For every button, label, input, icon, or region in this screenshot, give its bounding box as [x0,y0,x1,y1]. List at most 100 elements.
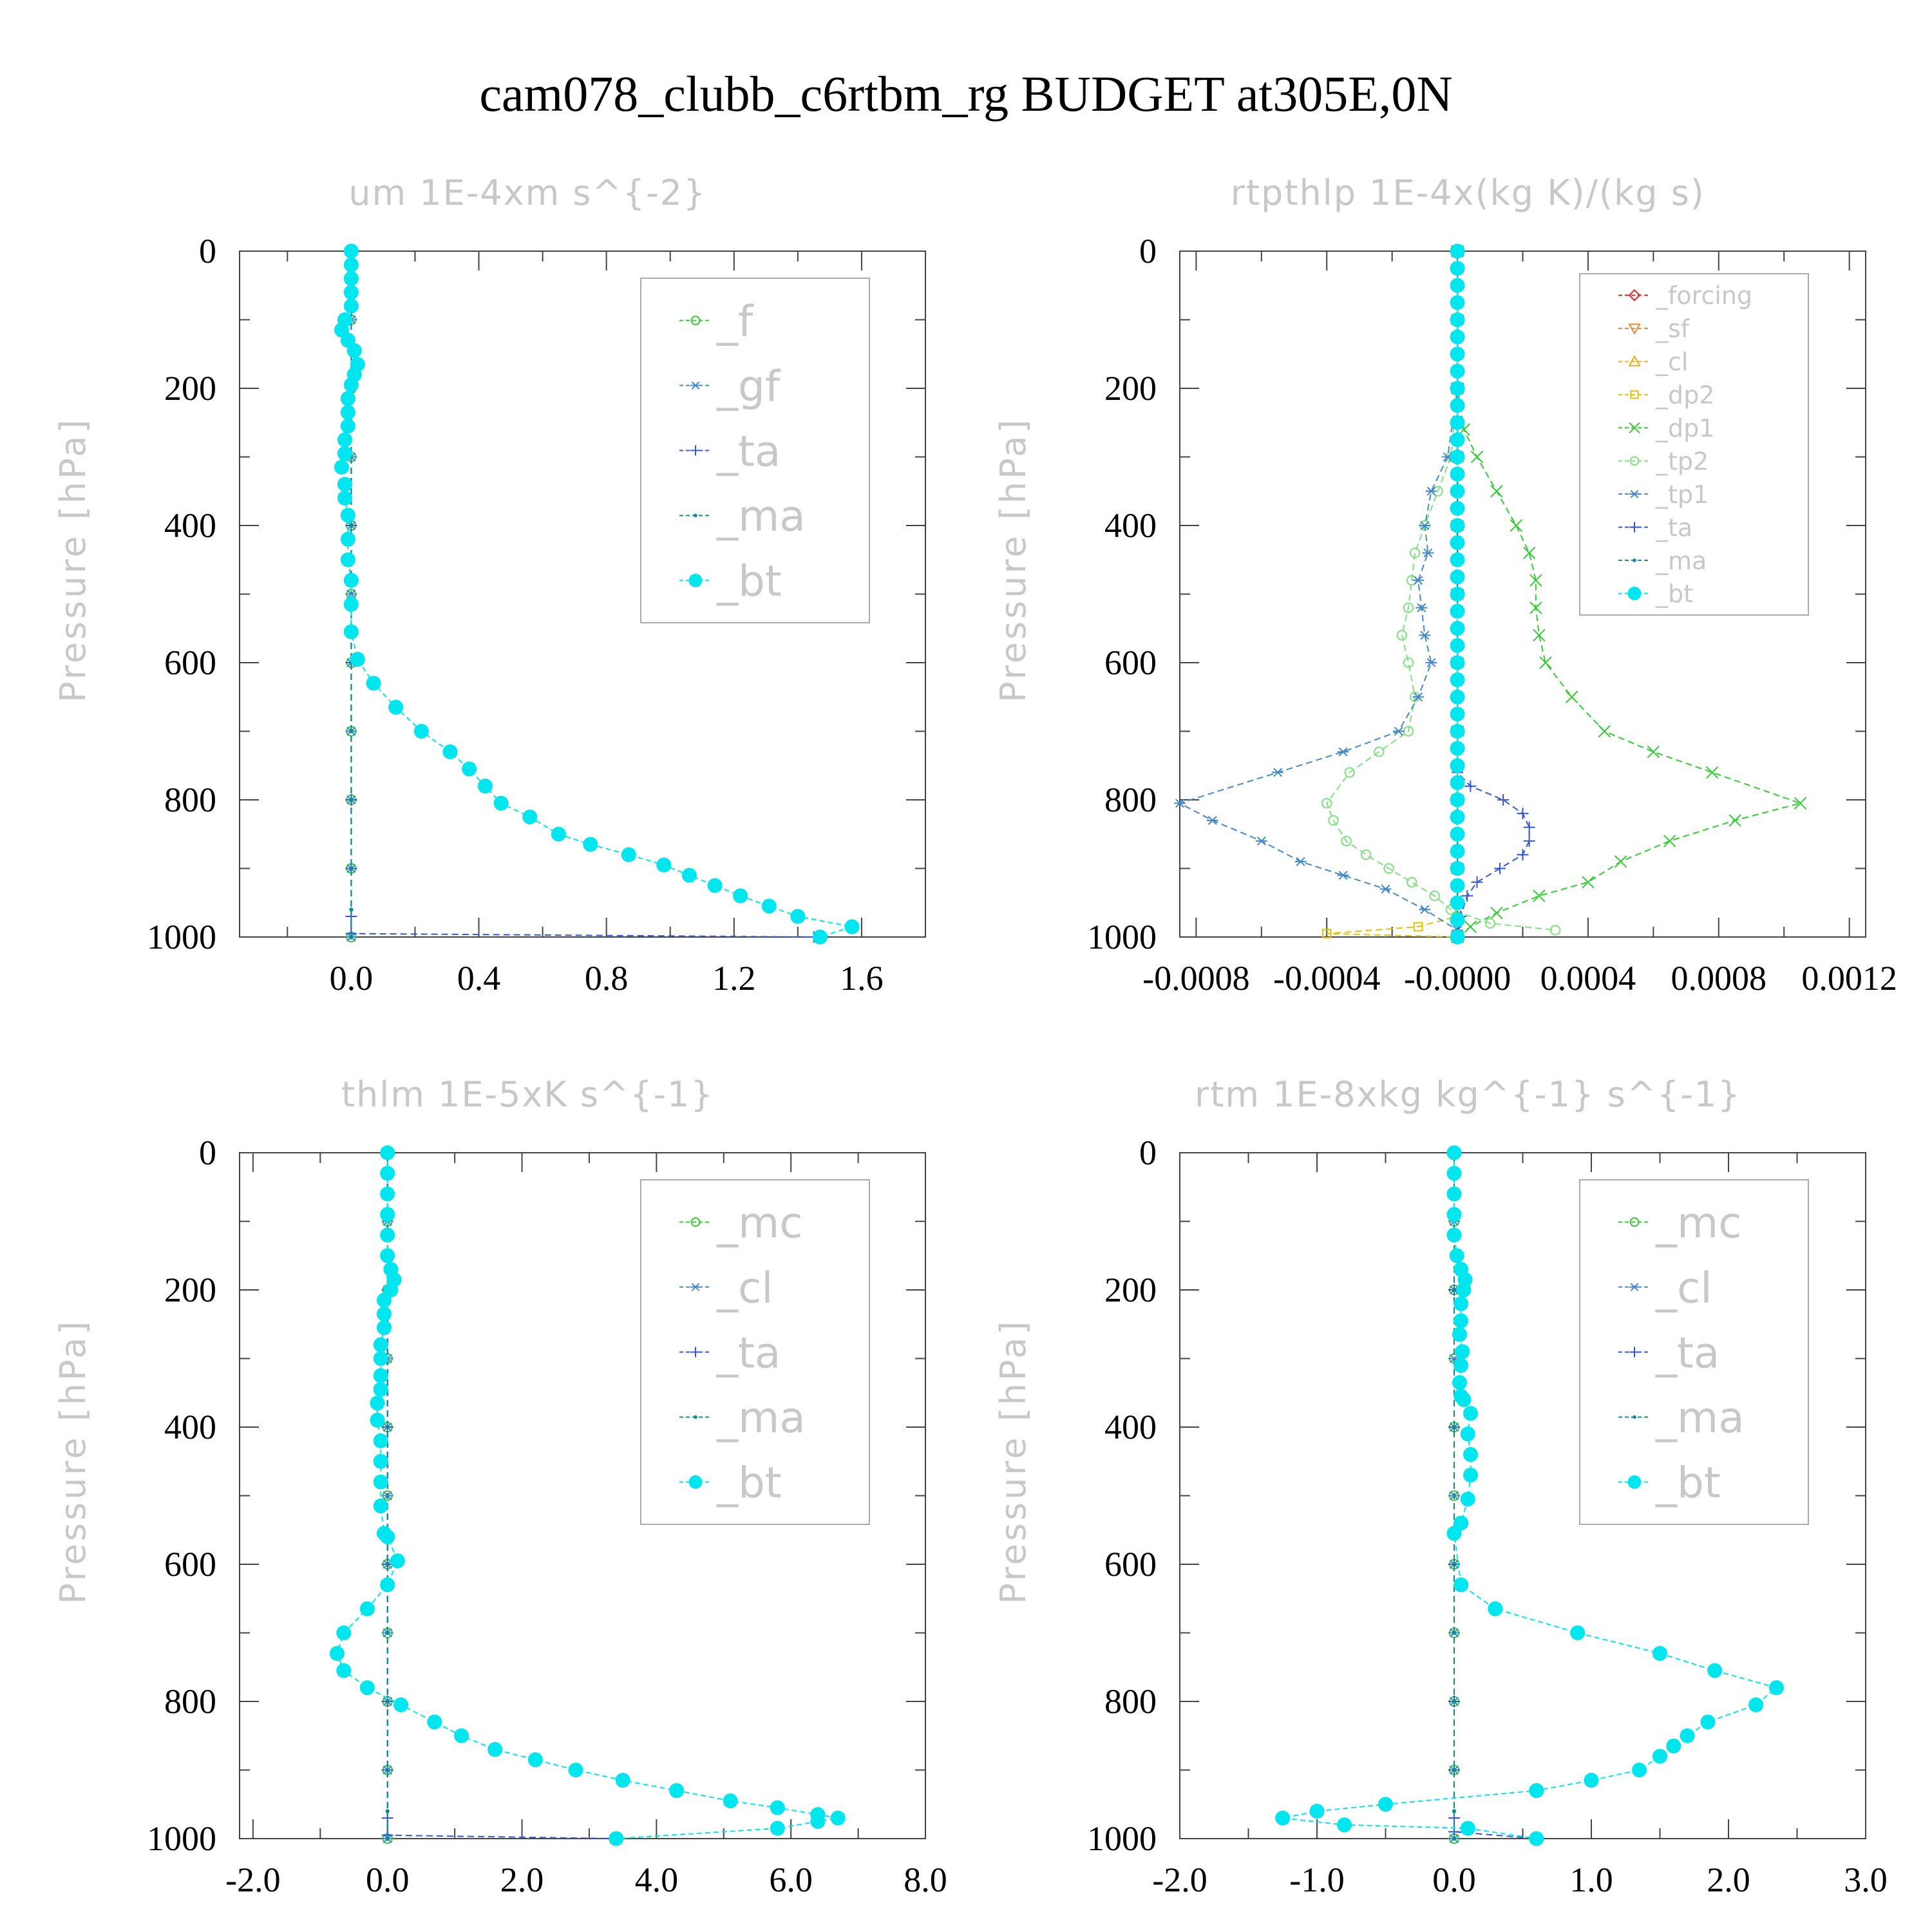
data-point [1450,895,1465,911]
data-point [1450,586,1465,602]
data-point [1337,747,1349,757]
legend-label: _mc [716,1198,803,1247]
data-point [1321,798,1332,809]
data-point [462,761,477,777]
x-tick-label: 0.4 [457,959,501,998]
legend-label: _cl [716,1263,773,1312]
data-point [1666,1738,1681,1754]
data-point [1794,797,1807,810]
legend-label: _gf [716,361,781,411]
legend-entry: _dp2 [1618,381,1714,409]
data-point [343,243,359,259]
data-point [1539,656,1552,669]
y-axis-label: Pressure [hPa] [993,417,1034,703]
data-point [790,909,806,924]
data-point [1632,1762,1647,1778]
y-tick-label: 600 [164,643,216,682]
series-bt [329,1145,846,1846]
legend-box [640,278,870,623]
data-point [1450,860,1465,876]
data-point [1446,1227,1462,1243]
data-point [359,1601,375,1616]
legend-entry: _bt [679,1458,782,1508]
data-point [1570,1625,1586,1641]
data-point [1450,398,1465,413]
data-point [1663,835,1676,848]
legend-marker [1629,522,1640,533]
data-point [1450,278,1465,293]
data-point [1272,768,1284,777]
data-point [1419,905,1431,914]
legend-marker [1628,323,1641,335]
legend-label: _ma [716,491,806,541]
y-axis-label: Pressure [hPa] [53,417,93,703]
data-point [1294,857,1307,866]
data-point [1392,726,1405,736]
data-point [373,1454,388,1469]
data-point [1728,814,1741,827]
data-point [1614,855,1627,868]
data-point [376,1306,392,1321]
data-point [336,1663,352,1678]
data-point [340,391,355,406]
data-point [340,419,355,434]
legend: _mc _cl _ta _ma _bt [640,1179,870,1525]
data-point [669,1783,685,1798]
legend-entry: _ma [1618,547,1707,575]
y-tick-label: 800 [1104,781,1157,819]
legend-marker [688,1475,703,1489]
data-point [336,1625,352,1641]
panel-title: rtm 1E-8xkg kg^{-1} s^{-1} [1195,1074,1741,1115]
x-tick-label: 8.0 [904,1861,947,1899]
legend-entry: _mc [1618,1198,1742,1247]
data-point [1422,548,1434,558]
legend-marker [1629,1283,1640,1291]
data-point [1533,629,1546,642]
data-point [1565,690,1578,703]
legend-label: _ta [716,1328,781,1378]
data-point [1452,1631,1457,1635]
legend-box [1579,273,1809,616]
panel-title: rtpthlp 1E-4x(kg K)/(kg s) [1231,173,1705,213]
data-point [337,490,353,506]
y-tick-label: 400 [164,506,216,545]
data-point [1450,672,1465,688]
data-point [1522,546,1536,560]
panel-title: thlm 1E-5xK s^{-1} [341,1074,714,1115]
data-point [1452,1699,1457,1704]
legend-label: _ma [716,1393,806,1443]
data-point [337,446,353,461]
legend-entry: _gf [679,361,781,411]
legend-marker [1629,456,1640,466]
legend-label: _bt [1655,580,1693,608]
data-point [1337,871,1349,880]
legend-marker [690,1217,701,1227]
legend-entry: _bt [679,556,782,606]
data-point [1470,450,1484,464]
data-point [373,1350,388,1367]
y-tick-label: 0 [199,232,216,270]
x-tick-label: 0.0012 [1801,959,1897,998]
data-point [707,878,723,893]
y-tick-label: 0 [1139,1133,1157,1172]
data-point [1454,1577,1469,1593]
data-point [1494,862,1506,875]
data-point [393,1697,409,1712]
x-tick-label: 6.0 [769,1861,813,1899]
data-point [1450,810,1465,825]
data-point [1652,1645,1668,1661]
data-point [373,1498,388,1514]
data-point [568,1762,583,1778]
data-point [1412,576,1425,585]
data-point [340,552,355,567]
data-point [1416,603,1428,612]
data-point [1446,1526,1462,1541]
data-point [1341,835,1352,847]
data-point [1446,1145,1462,1160]
data-point [337,477,353,492]
data-point [723,1793,738,1808]
legend-entry: _tp2 [1618,447,1709,475]
legend-entry: _ta [679,1328,781,1378]
data-point [830,1810,846,1826]
data-point [527,1752,543,1768]
